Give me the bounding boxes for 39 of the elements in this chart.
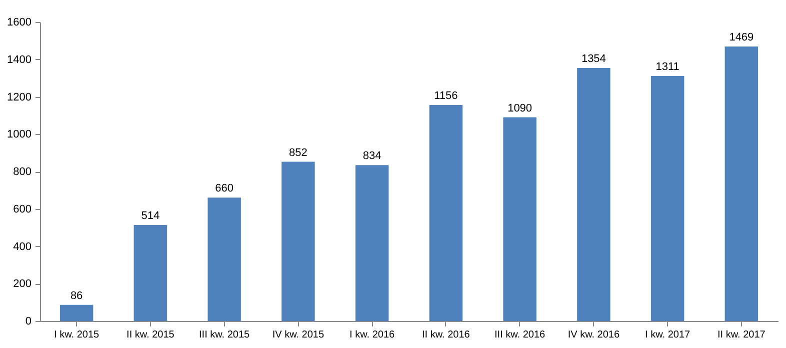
y-tick-label: 600 xyxy=(13,203,32,216)
x-tick-label: I kw. 2017 xyxy=(645,330,691,340)
data-label: 1156 xyxy=(434,90,458,102)
bar xyxy=(650,76,684,321)
data-label: 660 xyxy=(215,182,234,195)
bar xyxy=(355,165,389,321)
y-tick-label: 1400 xyxy=(7,54,32,66)
x-tick-label: II kw. 2015 xyxy=(126,330,175,340)
y-tick-label: 1600 xyxy=(7,16,32,28)
bar xyxy=(208,198,241,321)
data-label: 1354 xyxy=(581,52,606,65)
bar xyxy=(134,224,168,321)
x-tick-label: IV kw. 2016 xyxy=(568,330,620,340)
bar xyxy=(577,68,610,321)
x-tick-label: II kw. 2016 xyxy=(422,330,470,340)
y-tick-label: 1200 xyxy=(7,91,32,104)
data-label: 1469 xyxy=(729,31,754,44)
x-tick-label: III kw. 2016 xyxy=(494,330,546,340)
bar xyxy=(60,304,94,321)
x-tick-label: I kw. 2016 xyxy=(350,330,396,340)
bar xyxy=(724,46,758,321)
y-tick-label: 400 xyxy=(13,240,32,253)
bar xyxy=(282,162,315,321)
x-tick-label: I kw. 2015 xyxy=(54,330,100,340)
data-label: 1090 xyxy=(508,102,532,114)
bar xyxy=(429,104,463,321)
data-label: 86 xyxy=(70,290,83,302)
bar xyxy=(503,117,536,321)
x-tick-label: II kw. 2017 xyxy=(718,330,766,340)
data-label: 852 xyxy=(289,146,308,159)
x-tick-label: III kw. 2015 xyxy=(199,330,250,340)
data-label: 834 xyxy=(362,150,382,162)
data-label: 1311 xyxy=(656,61,680,74)
y-tick-label: 800 xyxy=(13,166,32,178)
data-label: 514 xyxy=(141,210,160,222)
y-tick-label: 200 xyxy=(13,278,32,290)
y-tick-label: 0 xyxy=(25,316,32,328)
x-tick-label: IV kw. 2015 xyxy=(272,330,324,340)
y-tick-label: 1000 xyxy=(7,128,32,141)
